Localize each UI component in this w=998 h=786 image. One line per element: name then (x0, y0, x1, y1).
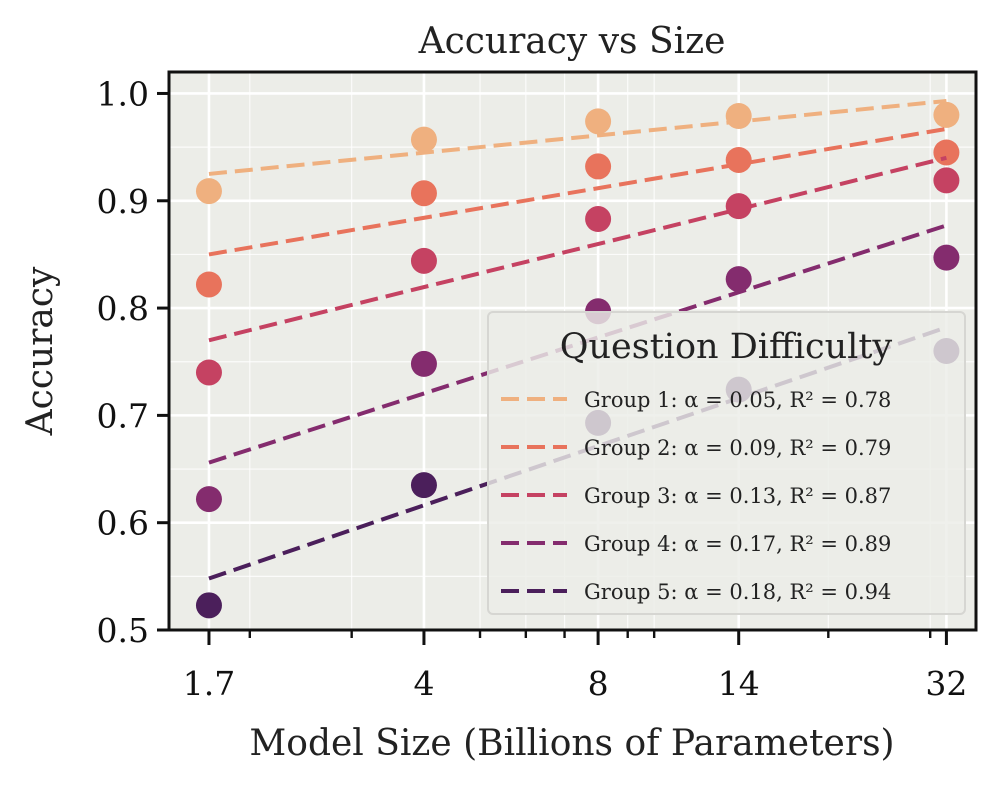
data-point-group-1 (585, 108, 612, 135)
y-axis-label: Accuracy (20, 266, 61, 436)
x-tick-label: 1.7 (183, 664, 235, 703)
data-point-group-3 (585, 206, 612, 233)
data-point-group-2 (933, 139, 960, 166)
fit-line-group-2 (208, 126, 947, 257)
plot-frame (167, 70, 978, 632)
fit-line-group-1 (208, 98, 947, 176)
axes: 0.5 0.6 0.7 0.8 0.9 1.0 1.7 4 8 14 32 (97, 74, 968, 703)
data-point-group-2 (585, 153, 612, 180)
x-tick-label: 8 (588, 664, 609, 703)
x-tick-label: 32 (925, 664, 967, 703)
y-tick-label: 0.5 (97, 611, 149, 650)
data-point-group-4 (933, 244, 960, 271)
data-point-group-1 (195, 178, 222, 205)
legend-title: Question Difficulty (560, 327, 893, 367)
data-point-group-1 (410, 126, 437, 153)
y-tick-label: 0.6 (97, 504, 149, 543)
legend-label-group-2: Group 2: α = 0.09, R² = 0.79 (584, 436, 891, 460)
data-point-group-3 (195, 359, 222, 386)
data-point-group-5 (410, 472, 437, 499)
legend-label-group-3: Group 3: α = 0.13, R² = 0.87 (584, 484, 891, 508)
data-point-group-2 (410, 180, 437, 207)
series-marks (195, 98, 960, 619)
data-point-group-2 (725, 146, 752, 173)
fit-line-group-3 (208, 155, 947, 343)
data-point-group-3 (933, 167, 960, 194)
y-tick-label: 0.7 (97, 396, 149, 435)
legend-label-group-4: Group 4: α = 0.17, R² = 0.89 (584, 532, 891, 556)
y-tick-label: 0.9 (97, 182, 149, 221)
x-tick-label: 14 (718, 664, 760, 703)
data-point-group-4 (725, 266, 752, 293)
legend-items: Group 1: α = 0.05, R² = 0.78 Group 2: α =… (501, 388, 891, 604)
data-point-group-1 (933, 101, 960, 128)
chart-title: Accuracy vs Size (418, 21, 726, 62)
data-point-group-5 (195, 592, 222, 619)
y-tick-label: 1.0 (97, 74, 149, 113)
data-point-group-4 (410, 350, 437, 377)
legend-label-group-5: Group 5: α = 0.18, R² = 0.94 (584, 580, 891, 604)
data-point-group-3 (410, 247, 437, 274)
data-point-group-3 (725, 193, 752, 220)
x-tick-label: 4 (413, 664, 434, 703)
y-tick-label: 0.8 (97, 289, 149, 328)
legend-box (487, 311, 966, 615)
data-point-group-4 (195, 486, 222, 513)
x-axis-label: Model Size (Billions of Parameters) (249, 723, 894, 764)
data-point-group-2 (195, 271, 222, 298)
legend: Question Difficulty Group 1: α = 0.05, R… (487, 311, 966, 615)
legend-label-group-1: Group 1: α = 0.05, R² = 0.78 (584, 388, 891, 412)
data-point-group-1 (725, 102, 752, 129)
